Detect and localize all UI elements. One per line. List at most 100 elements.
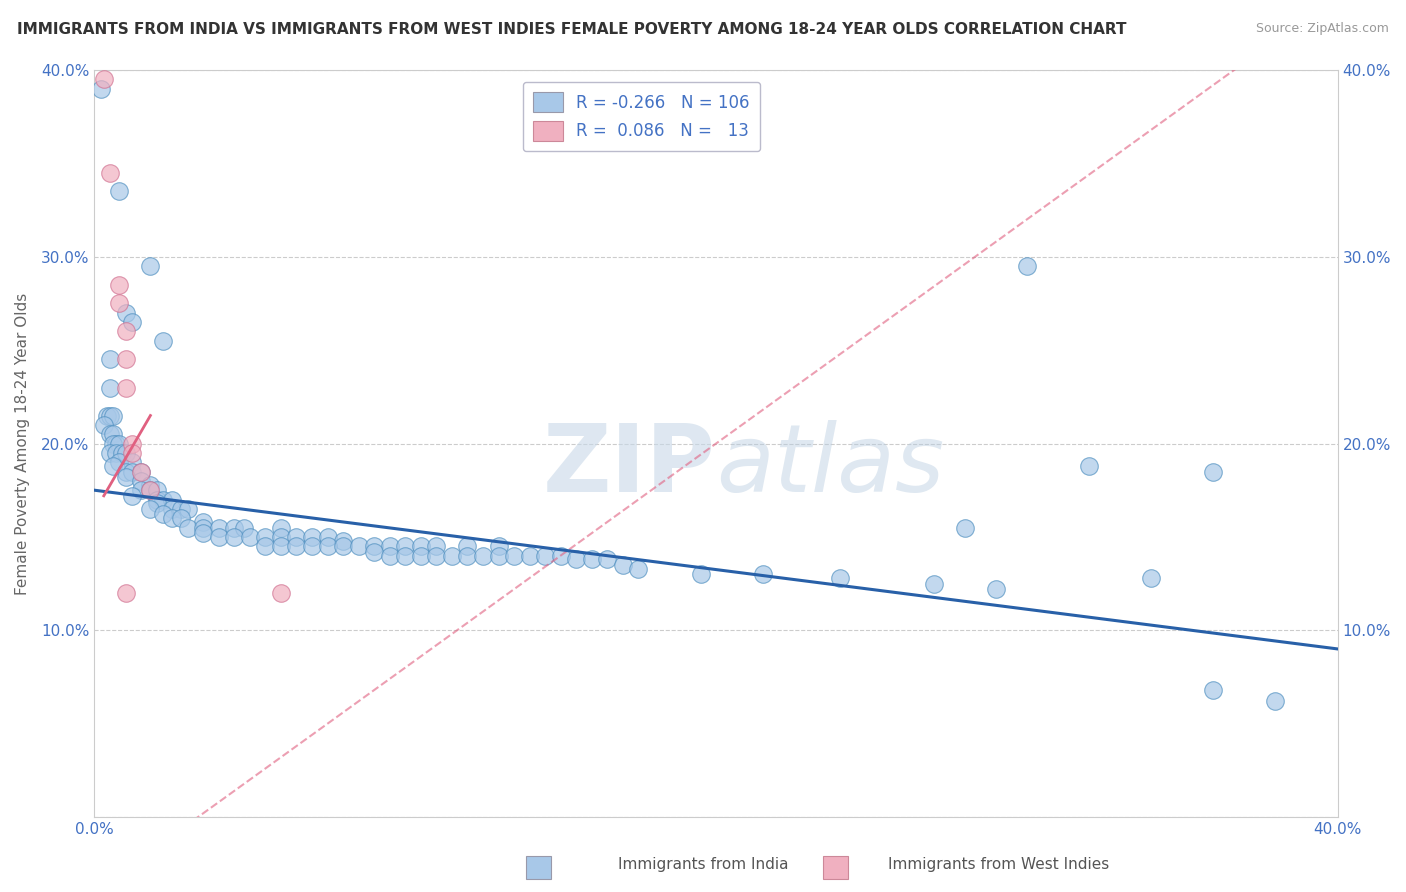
Point [139, 483, 162, 498]
Point [193, 526, 215, 541]
Point [363, 539, 385, 553]
Point [425, 539, 447, 553]
Point [193, 520, 215, 534]
Point [378, 549, 401, 563]
Point [224, 530, 246, 544]
Point [232, 520, 254, 534]
Point [96, 409, 118, 423]
Point [488, 549, 510, 563]
Point [316, 539, 339, 553]
Point [98, 446, 121, 460]
Point [108, 185, 131, 199]
Point [101, 427, 124, 442]
Point [129, 474, 152, 488]
Point [170, 502, 193, 516]
Point [922, 576, 945, 591]
Point [239, 530, 262, 544]
Point [1140, 571, 1163, 585]
Point [98, 427, 121, 442]
Point [456, 549, 478, 563]
Point [270, 539, 292, 553]
Point [456, 539, 478, 553]
Point [98, 409, 121, 423]
Point [108, 455, 131, 469]
Point [1078, 458, 1101, 473]
Point [409, 549, 432, 563]
Point [830, 571, 852, 585]
Point [550, 549, 572, 563]
Point [519, 549, 541, 563]
Point [627, 561, 650, 575]
Point [114, 306, 136, 320]
Point [378, 539, 401, 553]
Point [254, 539, 277, 553]
Point [98, 380, 121, 394]
Point [193, 515, 215, 529]
Point [145, 496, 167, 510]
Point [114, 352, 136, 367]
Point [129, 483, 152, 498]
Point [114, 465, 136, 479]
Point [581, 552, 603, 566]
Point [254, 530, 277, 544]
Point [394, 549, 416, 563]
Point [440, 549, 463, 563]
Point [160, 511, 183, 525]
Point [751, 567, 773, 582]
Point [111, 446, 134, 460]
Point [503, 549, 526, 563]
Point [101, 458, 124, 473]
Point [208, 520, 231, 534]
Text: Immigrants from India: Immigrants from India [617, 857, 789, 872]
Point [1015, 259, 1038, 273]
Point [152, 492, 174, 507]
Point [534, 549, 557, 563]
Point [139, 483, 162, 498]
Point [108, 277, 131, 292]
Point [984, 582, 1007, 597]
Point [121, 465, 143, 479]
Point [101, 409, 124, 423]
Text: ZIP: ZIP [543, 420, 716, 512]
Point [565, 552, 588, 566]
Point [160, 492, 183, 507]
Point [152, 334, 174, 348]
Point [121, 455, 143, 469]
Point [145, 483, 167, 498]
Point [1264, 694, 1286, 708]
Text: atlas: atlas [716, 420, 945, 511]
Point [93, 417, 115, 432]
Point [394, 539, 416, 553]
Point [139, 477, 162, 491]
Point [208, 530, 231, 544]
Point [170, 511, 193, 525]
Point [596, 552, 619, 566]
Point [93, 72, 115, 87]
Point [409, 539, 432, 553]
Point [129, 465, 152, 479]
Point [224, 520, 246, 534]
Point [363, 545, 385, 559]
Point [114, 586, 136, 600]
Point [105, 436, 128, 450]
Point [285, 530, 308, 544]
Point [108, 436, 131, 450]
Point [612, 558, 634, 572]
Point [139, 259, 162, 273]
Point [301, 539, 323, 553]
Point [347, 539, 370, 553]
Point [953, 520, 976, 534]
Point [425, 549, 447, 563]
Point [129, 465, 152, 479]
Y-axis label: Female Poverty Among 18-24 Year Olds: Female Poverty Among 18-24 Year Olds [15, 293, 30, 595]
Text: IMMIGRANTS FROM INDIA VS IMMIGRANTS FROM WEST INDIES FEMALE POVERTY AMONG 18-24 : IMMIGRANTS FROM INDIA VS IMMIGRANTS FROM… [17, 22, 1126, 37]
Point [488, 539, 510, 553]
Point [270, 520, 292, 534]
Legend: R = -0.266   N = 106, R =  0.086   N =   13: R = -0.266 N = 106, R = 0.086 N = 13 [523, 82, 759, 151]
Point [332, 539, 354, 553]
Point [114, 380, 136, 394]
Point [139, 502, 162, 516]
Point [270, 530, 292, 544]
Point [121, 436, 143, 450]
Point [121, 489, 143, 503]
